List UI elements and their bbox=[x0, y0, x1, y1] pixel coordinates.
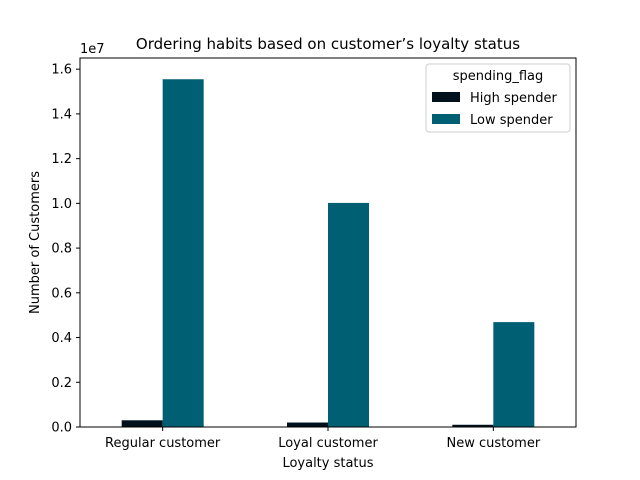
legend-swatch bbox=[432, 114, 460, 124]
y-tick-label: 0.2 bbox=[51, 376, 72, 391]
bar-low-spender-new-customer bbox=[493, 322, 535, 427]
legend-swatch bbox=[432, 92, 460, 102]
y-tick-label: 1.6 bbox=[51, 63, 72, 78]
chart-title: Ordering habits based on customer’s loya… bbox=[136, 35, 520, 53]
y-tick-label: 1.2 bbox=[51, 152, 72, 167]
plot-frame bbox=[79, 57, 577, 428]
y-axis-label: Number of Customers bbox=[28, 171, 43, 314]
legend-label: High spender bbox=[470, 91, 558, 106]
y-axis-offset-label: 1e7 bbox=[80, 42, 105, 57]
bar-low-spender-loyal-customer bbox=[328, 202, 369, 427]
bar-low-spender-regular-customer bbox=[162, 79, 204, 427]
x-tick-label: Loyal customer bbox=[278, 436, 378, 451]
y-tick-label: 0.8 bbox=[51, 242, 72, 257]
y-tick-label: 0.0 bbox=[51, 421, 72, 436]
legend-items: High spender Low spender bbox=[432, 91, 558, 128]
legend-box bbox=[425, 63, 571, 133]
bar-high-spender-loyal-customer bbox=[287, 422, 328, 427]
y-tick-label: 1.4 bbox=[51, 107, 72, 122]
x-axis-label: Loyalty status bbox=[282, 456, 373, 471]
bars-group bbox=[121, 79, 535, 427]
y-axis-ticks: 0.0 0.2 0.4 0.6 0.8 1.0 1.2 1.4 1.6 bbox=[51, 63, 80, 436]
y-tick-label: 0.6 bbox=[51, 286, 72, 301]
legend-label: Low spender bbox=[470, 113, 553, 128]
legend-title: spending_flag bbox=[453, 69, 544, 84]
bar-high-spender-new-customer bbox=[452, 424, 494, 427]
x-tick-label: Regular customer bbox=[105, 436, 221, 451]
x-tick-label: New customer bbox=[446, 436, 540, 451]
y-tick-label: 1.0 bbox=[51, 197, 72, 212]
y-tick-label: 0.4 bbox=[51, 331, 72, 346]
bar-high-spender-regular-customer bbox=[121, 420, 163, 427]
legend: spending_flag High spender Low spender bbox=[425, 63, 571, 133]
x-axis-ticks: Regular customer Loyal customer New custom… bbox=[105, 427, 541, 451]
